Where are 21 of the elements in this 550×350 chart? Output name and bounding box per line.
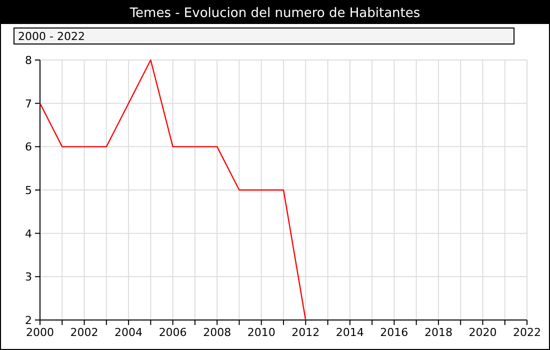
y-tick-label: 5 [25,184,32,197]
x-tick-label: 2022 [513,326,541,339]
x-tick-label: 2018 [424,326,452,339]
x-tick-label: 2014 [336,326,364,339]
y-tick-label: 7 [25,97,32,110]
y-tick-label: 3 [25,270,32,284]
x-tick-label: 2000 [26,326,54,339]
y-tick-label: 6 [25,140,32,154]
chart-subtitle: 2000 - 2022 [18,30,85,43]
x-tick-label: 2002 [70,326,98,339]
y-tick-label: 4 [25,227,32,240]
x-tick-label: 2008 [203,326,232,339]
y-tick-label: 2 [25,314,32,327]
y-tick-label: 8 [25,54,32,67]
x-tick-label: 2006 [158,326,187,339]
x-tick-label: 2012 [292,326,320,339]
x-tick-label: 2004 [114,326,143,339]
x-tick-label: 2020 [468,326,497,339]
x-tick-label: 2010 [247,326,276,339]
x-tick-label: 2016 [380,326,408,339]
chart-title: Temes - Evolucion del numero de Habitantes [128,6,420,21]
